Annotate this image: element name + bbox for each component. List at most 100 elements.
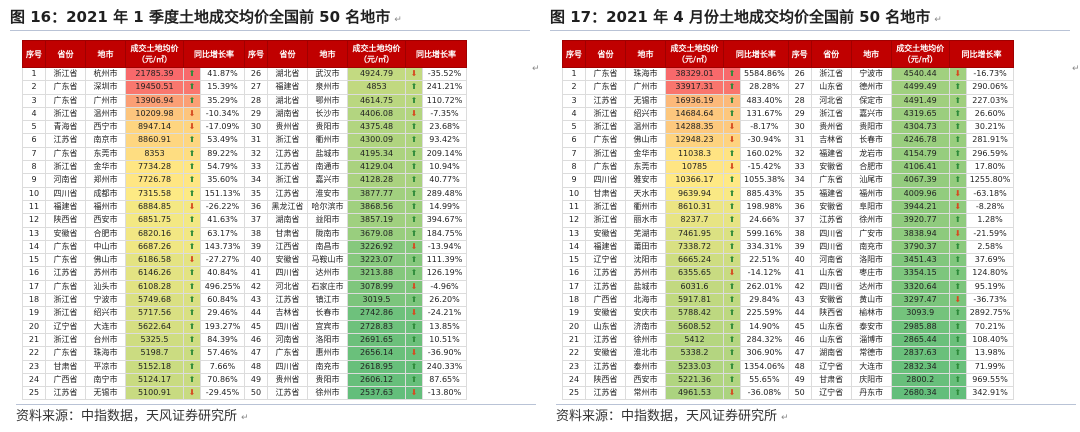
province-cell: 浙江省 bbox=[585, 199, 626, 215]
province-cell: 湖南省 bbox=[267, 106, 308, 122]
city-cell: 福州市 bbox=[850, 186, 892, 201]
table-row: 5 青海省 西宁市 8947.14 ⬇ -17.09% 30 贵州省 贵阳市 4375.48 ⬆ 23… bbox=[22, 120, 467, 135]
rank-cell: 20 bbox=[22, 319, 46, 334]
avg-price-cell: 4300.09 bbox=[347, 133, 406, 148]
up-arrow-icon: ⬆ bbox=[723, 332, 741, 348]
city-cell: 无锡市 bbox=[85, 386, 126, 401]
yoy-cell: 14.90% bbox=[740, 319, 789, 334]
city-cell: 大连市 bbox=[85, 319, 126, 334]
yoy-cell: -15.42% bbox=[740, 160, 789, 175]
up-arrow-icon: ⬆ bbox=[183, 359, 201, 374]
yoy-cell: 193.27% bbox=[200, 319, 245, 334]
rank-cell: 26 bbox=[244, 66, 268, 82]
up-arrow-icon: ⬆ bbox=[948, 332, 967, 348]
city-cell: 宜宾市 bbox=[307, 319, 348, 334]
up-arrow-icon: ⬆ bbox=[723, 253, 741, 268]
rank-cell: 16 bbox=[562, 266, 586, 281]
city-cell: 成都市 bbox=[85, 186, 126, 201]
rank-header: 序号 bbox=[22, 40, 46, 68]
province-cell: 山东省 bbox=[585, 319, 626, 334]
table-row: 3 江苏省 无锡市 16936.19 ⬆ 483.40% 28 河北省 保定市 4491.49 ⬆ 2… bbox=[562, 93, 1015, 108]
city-cell: 深圳市 bbox=[85, 80, 126, 95]
province-cell: 广东省 bbox=[45, 239, 86, 255]
province-cell: 广东省 bbox=[45, 80, 86, 95]
up-arrow-icon: ⬆ bbox=[405, 332, 423, 348]
avg-price-cell: 3868.56 bbox=[347, 199, 406, 215]
up-arrow-icon: ⬆ bbox=[723, 239, 741, 255]
yoy-cell: 262.01% bbox=[740, 279, 789, 295]
rank-cell: 49 bbox=[244, 372, 268, 388]
avg-price-cell: 3093.9 bbox=[890, 306, 950, 321]
province-cell: 山东省 bbox=[810, 332, 852, 348]
yoy-cell: 483.40% bbox=[740, 93, 789, 108]
city-cell: 宁波市 bbox=[850, 66, 892, 82]
province-cell: 青海省 bbox=[45, 120, 86, 135]
city-cell: 温州市 bbox=[625, 120, 666, 135]
avg-price-cell: 4304.73 bbox=[890, 120, 950, 135]
yoy-cell: -10.34% bbox=[200, 106, 245, 122]
city-cell: 南京市 bbox=[85, 133, 126, 148]
rank-cell: 8 bbox=[562, 160, 586, 175]
avg-price-cell: 4499.49 bbox=[890, 80, 950, 95]
avg-price-cell: 13906.94 bbox=[125, 93, 184, 108]
city-cell: 东莞市 bbox=[85, 146, 126, 162]
province-cell: 江苏省 bbox=[267, 293, 308, 308]
city-cell: 珠海市 bbox=[625, 66, 666, 82]
province-cell: 福建省 bbox=[45, 199, 86, 215]
rank-cell: 49 bbox=[787, 372, 812, 388]
yoy-cell: 160.02% bbox=[740, 146, 789, 162]
avg-price-cell: 5124.17 bbox=[125, 372, 184, 388]
table-row: 4 浙江省 温州市 10209.98 ⬇ -10.34% 29 湖南省 长沙市 4406.08 ⬇ -… bbox=[22, 106, 467, 122]
province-cell: 四川省 bbox=[810, 279, 852, 295]
table-row: 22 安徽省 淮北市 5338.2 ⬆ 306.90% 47 湖南省 常德市 2837.63 ⬆ 13… bbox=[562, 346, 1015, 361]
rank-cell: 34 bbox=[244, 173, 268, 188]
table-row: 8 浙江省 金华市 7734.28 ⬆ 54.79% 33 江苏省 南通市 4129.04 ⬆ 10.… bbox=[22, 160, 467, 175]
up-arrow-icon: ⬆ bbox=[948, 266, 967, 281]
avg-price-cell: 4853 bbox=[347, 80, 406, 95]
city-header: 地市 bbox=[307, 40, 348, 68]
city-cell: 保定市 bbox=[850, 93, 892, 108]
up-arrow-icon: ⬆ bbox=[405, 173, 423, 188]
up-arrow-icon: ⬆ bbox=[948, 160, 967, 175]
yoy-cell: 290.06% bbox=[965, 80, 1015, 95]
rank-cell: 40 bbox=[244, 253, 268, 268]
rank-cell: 11 bbox=[562, 199, 586, 215]
city-cell: 淮安市 bbox=[307, 186, 348, 201]
yoy-cell: 240.33% bbox=[422, 359, 467, 374]
province-cell: 广东省 bbox=[810, 173, 852, 188]
down-arrow-icon: ⬇ bbox=[405, 306, 423, 321]
yoy-cell: 143.73% bbox=[200, 239, 245, 255]
city-cell: 绍兴市 bbox=[625, 106, 666, 122]
city-cell: 佛山市 bbox=[625, 133, 666, 148]
city-cell: 盐城市 bbox=[625, 279, 666, 295]
province-cell: 辽宁省 bbox=[810, 359, 852, 374]
table-row: 17 广东省 汕头市 6108.28 ⬆ 496.25% 42 河北省 石家庄市 3078.99 ⬇… bbox=[22, 279, 467, 295]
down-arrow-icon: ⬇ bbox=[183, 253, 201, 268]
down-arrow-icon: ⬇ bbox=[405, 239, 423, 255]
yoy-cell: -13.80% bbox=[422, 386, 467, 401]
province-header: 省份 bbox=[585, 40, 626, 68]
table-row: 16 江苏省 苏州市 6146.26 ⬆ 40.84% 41 四川省 达州市 3213.88 ⬆ 12… bbox=[22, 266, 467, 281]
up-arrow-icon: ⬆ bbox=[723, 279, 741, 295]
table-row: 7 浙江省 金华市 11038.3 ⬆ 160.02% 32 福建省 龙岩市 4154.79 ⬆ 29… bbox=[562, 146, 1015, 162]
table-row: 21 江苏省 徐州市 5412 ⬆ 284.32% 46 山东省 淄博市 2865.44 ⬆ 108.… bbox=[562, 332, 1015, 348]
up-arrow-icon: ⬆ bbox=[183, 213, 201, 228]
yoy-cell: -35.52% bbox=[422, 66, 467, 82]
city-cell: 安庆市 bbox=[625, 306, 666, 321]
rank-cell: 41 bbox=[787, 266, 812, 281]
city-cell: 苏州市 bbox=[625, 266, 666, 281]
up-arrow-icon: ⬆ bbox=[948, 319, 967, 334]
figure-17-title-text: 图 17：2021 年 4 月份土地成交均价全国前 50 名地市 bbox=[550, 8, 931, 26]
up-arrow-icon: ⬆ bbox=[948, 253, 967, 268]
rank-cell: 17 bbox=[22, 279, 46, 295]
up-arrow-icon: ⬆ bbox=[948, 359, 967, 374]
yoy-cell: 342.91% bbox=[965, 386, 1015, 401]
up-arrow-icon: ⬆ bbox=[405, 199, 423, 215]
city-cell: 枣庄市 bbox=[850, 266, 892, 281]
yoy-cell: 13.98% bbox=[965, 346, 1015, 361]
up-arrow-icon: ⬆ bbox=[723, 293, 741, 308]
rank-cell: 18 bbox=[22, 293, 46, 308]
table-row: 19 浙江省 绍兴市 5717.56 ⬆ 29.46% 44 吉林省 长春市 2742.86 ⬇ -2… bbox=[22, 306, 467, 321]
avg-price-cell: 5198.7 bbox=[125, 346, 184, 361]
province-cell: 湖南省 bbox=[267, 213, 308, 228]
